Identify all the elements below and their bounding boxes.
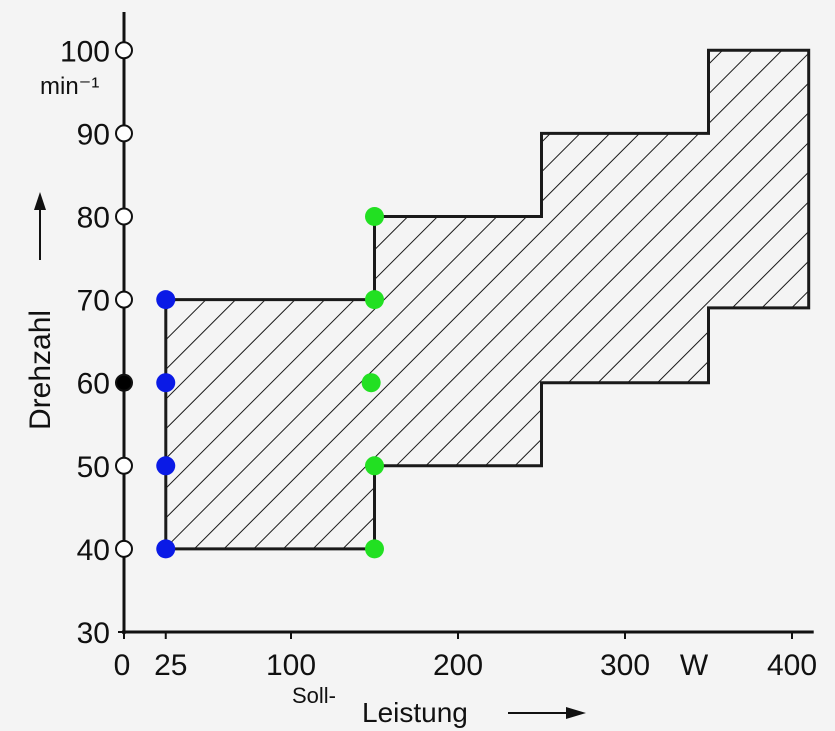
data-point-group: [156, 207, 384, 559]
y-tick-label: 40: [77, 534, 110, 567]
data-point: [365, 539, 384, 559]
data-point: [156, 456, 176, 476]
y-tick-label: 70: [77, 285, 110, 318]
y-tick-label: 80: [77, 202, 110, 235]
y-tick-label: 50: [77, 451, 110, 484]
x-axis-arrow: [508, 707, 586, 719]
x-axis-unit: W: [680, 649, 709, 682]
x-tick-label: 25: [154, 649, 187, 682]
y-axis-marker: [115, 456, 133, 475]
y-tick-label: 100: [60, 35, 110, 68]
x-axis-label-prefix: Soll-: [292, 683, 336, 708]
y-tick-label: 30: [77, 617, 110, 650]
y-axis-arrow: [34, 192, 46, 260]
y-axis-marker: [115, 41, 133, 60]
y-axis-marker: [115, 539, 133, 558]
x-tick-label: 300: [600, 649, 650, 682]
x-tick-label: 200: [433, 649, 483, 682]
x-tick-label: 100: [266, 649, 316, 682]
y-tick-label: 60: [77, 368, 110, 401]
data-point: [365, 207, 384, 226]
y-tick-group: 30 40 50 60 70 80 90 100: [60, 35, 124, 650]
y-axis-marker: [115, 124, 133, 143]
y-axis-marker: [115, 290, 133, 309]
data-point: [156, 290, 176, 310]
speed-range-region: [164, 48, 811, 551]
x-tick-label: 400: [767, 649, 817, 682]
data-point: [156, 539, 176, 559]
x-axis-label: Leistung: [362, 697, 468, 728]
y-axis-marker: [115, 207, 133, 226]
x-tick-group: 0 25 100 200 300 400: [114, 632, 817, 682]
y-tick-label: 90: [77, 118, 110, 151]
y-axis-label: Drehzahl: [24, 310, 57, 430]
data-point: [156, 373, 176, 393]
y-axis-marker-group: [115, 41, 133, 558]
x-tick-label: 0: [114, 649, 131, 682]
data-point: [365, 456, 384, 476]
y-axis-unit: min⁻¹: [40, 73, 99, 100]
data-point: [365, 290, 384, 310]
data-point: [361, 373, 381, 393]
y-axis-marker: [115, 373, 133, 392]
